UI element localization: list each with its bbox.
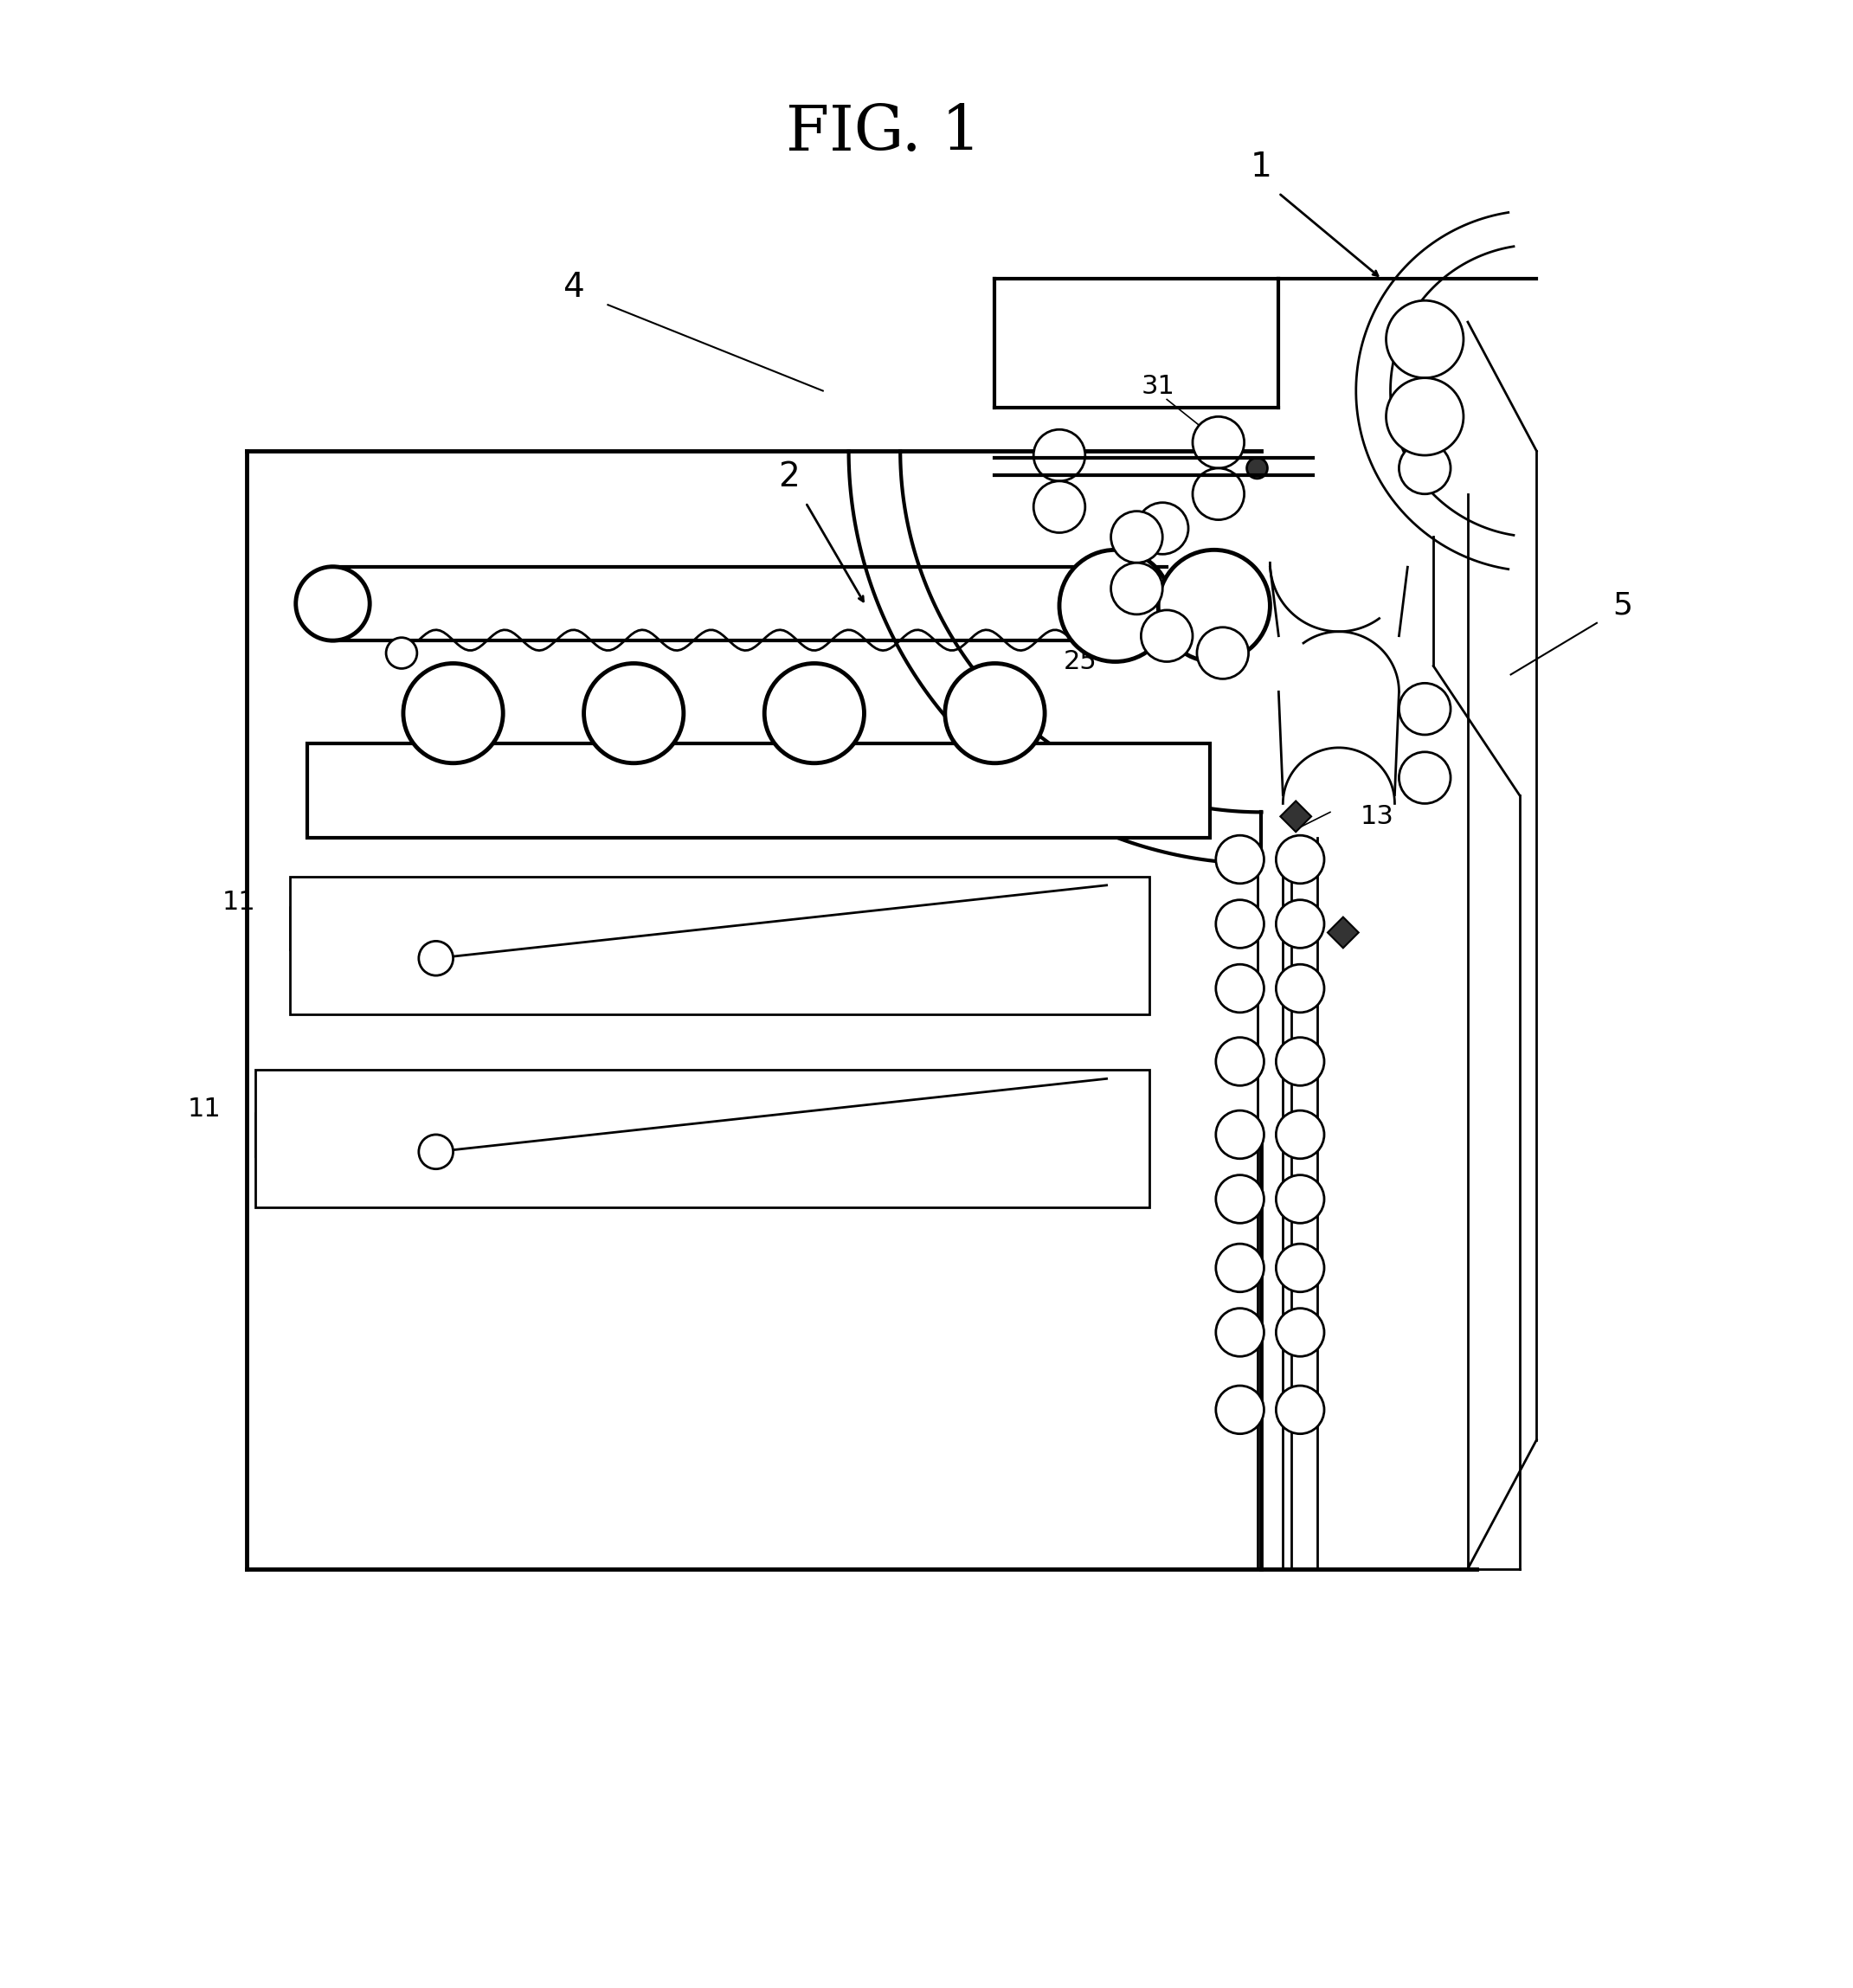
Text: 25: 25 [1064,650,1097,674]
Text: 2: 2 [778,461,799,493]
Polygon shape [1327,916,1358,948]
Circle shape [1216,1111,1264,1159]
Circle shape [1216,964,1264,1012]
Text: 1: 1 [1251,151,1273,183]
Circle shape [1216,901,1264,948]
Circle shape [385,638,417,668]
Circle shape [1193,417,1243,469]
Circle shape [1112,563,1162,614]
Circle shape [1399,684,1451,736]
Circle shape [1399,751,1451,803]
Text: 11: 11 [222,891,256,914]
Text: 5: 5 [1612,590,1632,620]
Circle shape [1136,503,1188,555]
Circle shape [1216,1308,1264,1356]
Polygon shape [1280,801,1312,831]
Circle shape [1141,610,1193,662]
Text: 31: 31 [1141,374,1175,400]
Circle shape [296,567,371,640]
Circle shape [1386,300,1464,378]
Circle shape [1399,443,1451,493]
Circle shape [1277,1175,1325,1223]
Circle shape [1386,378,1464,455]
Circle shape [945,664,1045,763]
Circle shape [1216,1038,1264,1085]
Circle shape [765,664,863,763]
Circle shape [1247,457,1267,479]
Circle shape [1277,964,1325,1012]
Circle shape [419,940,454,976]
Bar [308,744,1210,837]
Circle shape [1216,835,1264,883]
Circle shape [1197,628,1249,678]
Circle shape [1193,469,1243,519]
Circle shape [1216,1175,1264,1223]
Circle shape [1112,511,1162,563]
Text: FIG. 1: FIG. 1 [786,101,980,163]
Circle shape [1034,429,1086,481]
Circle shape [1277,1386,1325,1433]
Text: 13: 13 [1360,803,1393,829]
Text: 11: 11 [187,1095,221,1121]
Circle shape [1277,1244,1325,1292]
Circle shape [1277,1308,1325,1356]
Circle shape [419,1135,454,1169]
Circle shape [1277,1038,1325,1085]
Circle shape [1277,1111,1325,1159]
Circle shape [1216,1386,1264,1433]
Circle shape [1277,835,1325,883]
Bar [289,877,1149,1014]
Circle shape [1060,551,1171,662]
Circle shape [1277,901,1325,948]
Bar [256,1070,1149,1207]
Circle shape [1034,481,1086,533]
Circle shape [404,664,502,763]
Circle shape [1158,551,1269,662]
Circle shape [1216,1244,1264,1292]
Text: 4: 4 [563,270,584,304]
Circle shape [584,664,684,763]
